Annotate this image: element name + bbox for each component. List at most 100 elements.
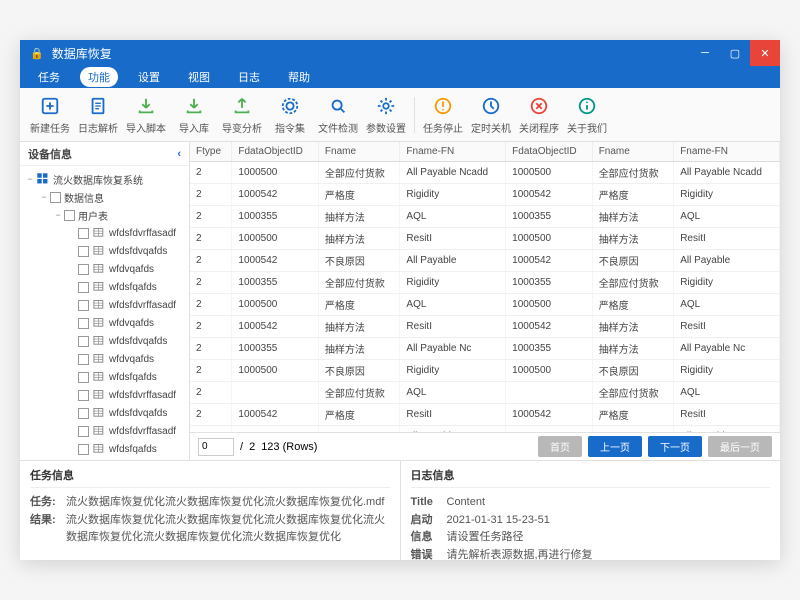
close-button[interactable]: ✕ xyxy=(750,40,780,66)
grid-cell: AQL xyxy=(400,206,506,228)
table-icon xyxy=(92,407,106,419)
tree-checkbox[interactable] xyxy=(78,282,89,293)
table-icon xyxy=(92,353,106,365)
tree-checkbox[interactable] xyxy=(78,444,89,455)
tree-node[interactable]: wfdsfdvqafds xyxy=(20,404,189,422)
rows-label: 123 (Rows) xyxy=(261,441,317,453)
grid-cell: 1000542 xyxy=(232,404,319,426)
toolbar-export-button[interactable]: 导变分析 xyxy=(220,91,264,139)
table-row[interactable]: 21000355抽样方法All Payable Nc1000355抽样方法All… xyxy=(190,338,780,360)
toolbar-doc-button[interactable]: 日志解析 xyxy=(76,91,120,139)
pager-last[interactable]: 最后一页 xyxy=(708,436,772,457)
table-row[interactable]: 21000500抽样方法ResitI1000500抽样方法ResitI xyxy=(190,228,780,250)
menu-item-3[interactable]: 视图 xyxy=(180,67,218,87)
menu-item-1[interactable]: 功能 xyxy=(80,67,118,87)
tree-node[interactable]: wfdsfqafds xyxy=(20,278,189,296)
grid-header[interactable]: Fname xyxy=(592,142,674,162)
page-input[interactable] xyxy=(198,438,234,456)
tree-checkbox[interactable] xyxy=(78,228,89,239)
table-icon xyxy=(92,389,106,401)
toolbar-import-button[interactable]: 导入库 xyxy=(172,91,216,139)
grid-cell: 1000355 xyxy=(506,338,593,360)
tree-checkbox[interactable] xyxy=(78,246,89,257)
grid-cell: 严格度 xyxy=(318,404,400,426)
table-row[interactable]: 21000542严格度Rigidity1000542严格度Rigidity xyxy=(190,184,780,206)
tree-node[interactable]: wfdsfdvqafds xyxy=(20,332,189,350)
table-icon xyxy=(92,245,106,257)
tree-checkbox[interactable] xyxy=(78,372,89,383)
grid-cell: Rigidity xyxy=(400,184,506,206)
toolbar-search-button[interactable]: 文件检测 xyxy=(316,91,360,139)
menu-item-0[interactable]: 任务 xyxy=(30,67,68,87)
table-row[interactable]: 21000500全部应付货款All Payable Ncadd1000500全部… xyxy=(190,162,780,184)
tree-checkbox[interactable] xyxy=(64,210,75,221)
tree-node[interactable]: −流火数据库恢复系统 xyxy=(20,170,189,188)
tree-checkbox[interactable] xyxy=(78,408,89,419)
grid-cell: All Payable Ncadd xyxy=(674,162,780,184)
tree-node[interactable]: wfdsfdvrffasadf xyxy=(20,422,189,440)
menu-item-2[interactable]: 设置 xyxy=(130,67,168,87)
grid-cell: 严格度 xyxy=(592,404,674,426)
tree-checkbox[interactable] xyxy=(78,300,89,311)
grid-header[interactable]: Fname xyxy=(318,142,400,162)
tree-toggle-icon[interactable]: − xyxy=(24,174,36,184)
toolbar-clock-button[interactable]: 定时关机 xyxy=(469,91,513,139)
toolbar-gears-button[interactable]: 指令集 xyxy=(268,91,312,139)
tree-node[interactable]: wfdvqafds xyxy=(20,314,189,332)
page-total: 2 xyxy=(249,441,255,453)
minimize-button[interactable]: ─ xyxy=(690,40,720,66)
tree-checkbox[interactable] xyxy=(78,354,89,365)
toolbar-settings-button[interactable]: 参数设置 xyxy=(364,91,408,139)
grid-cell: Rigidity xyxy=(674,272,780,294)
tree-checkbox[interactable] xyxy=(78,426,89,437)
tree-node[interactable]: wfdsfqafds xyxy=(20,440,189,458)
tree-node[interactable]: wfdsfdvrffasadf xyxy=(20,386,189,404)
grid-header[interactable]: Fname-FN xyxy=(400,142,506,162)
grid-header[interactable]: Ftype xyxy=(190,142,232,162)
toolbar-import-button[interactable]: 导入脚本 xyxy=(124,91,168,139)
tree-label: wfdsfdvrffasadf xyxy=(109,426,176,437)
maximize-button[interactable]: ▢ xyxy=(720,40,750,66)
tree-toggle-icon[interactable]: − xyxy=(52,210,64,220)
tree-node[interactable]: wfdsfdvqafds xyxy=(20,242,189,260)
grid-header[interactable]: Fname-FN xyxy=(674,142,780,162)
menu-item-4[interactable]: 日志 xyxy=(230,67,268,87)
table-row[interactable]: 21000355全部应付货款Rigidity1000355全部应付货款Rigid… xyxy=(190,272,780,294)
table-row[interactable]: 21000542严格度ResitI1000542严格度ResitI xyxy=(190,404,780,426)
table-row[interactable]: 21000542抽样方法ResitI1000542抽样方法ResitI xyxy=(190,316,780,338)
toolbar-stop-button[interactable]: 任务停止 xyxy=(421,91,465,139)
grid-cell: 2 xyxy=(190,228,232,250)
tree-checkbox[interactable] xyxy=(50,192,61,203)
table-row[interactable]: 21000500不良原因Rigidity1000500不良原因Rigidity xyxy=(190,360,780,382)
tree-checkbox[interactable] xyxy=(78,264,89,275)
table-row[interactable]: 21000500严格度AQL1000500严格度AQL xyxy=(190,294,780,316)
grid-cell: 2 xyxy=(190,184,232,206)
tree-checkbox[interactable] xyxy=(78,390,89,401)
pager-next[interactable]: 下一页 xyxy=(648,436,702,457)
tree-label: wfdsfdvrffasadf xyxy=(109,390,176,401)
tree-node[interactable]: wfdsfdvrffasadf xyxy=(20,296,189,314)
grid-cell: 抽样方法 xyxy=(592,228,674,250)
tree-node[interactable]: wfdsfdvrffasadf xyxy=(20,224,189,242)
tree-node[interactable]: wfdvqafds xyxy=(20,260,189,278)
grid-header[interactable]: FdataObjectID xyxy=(506,142,593,162)
tree-node[interactable]: −用户表 xyxy=(20,206,189,224)
tree-checkbox[interactable] xyxy=(78,318,89,329)
pager-first[interactable]: 首页 xyxy=(538,436,582,457)
grid-cell: All Payable xyxy=(674,250,780,272)
tree-node[interactable]: wfdsfqafds xyxy=(20,368,189,386)
table-row[interactable]: 21000355抽样方法AQL1000355抽样方法AQL xyxy=(190,206,780,228)
toolbar-x-button[interactable]: 关闭程序 xyxy=(517,91,561,139)
menu-item-5[interactable]: 帮助 xyxy=(280,67,318,87)
toolbar-plus-button[interactable]: 新建任务 xyxy=(28,91,72,139)
tree-node[interactable]: −数据信息 xyxy=(20,188,189,206)
table-row[interactable]: 2全部应付货款AQL全部应付货款AQL xyxy=(190,382,780,404)
toolbar-info-button[interactable]: 关于我们 xyxy=(565,91,609,139)
tree-checkbox[interactable] xyxy=(78,336,89,347)
grid-header[interactable]: FdataObjectID xyxy=(232,142,319,162)
tree-node[interactable]: wfdvqafds xyxy=(20,350,189,368)
pager-prev[interactable]: 上一页 xyxy=(588,436,642,457)
table-row[interactable]: 21000542不良原因All Payable1000542不良原因All Pa… xyxy=(190,250,780,272)
collapse-icon[interactable]: ‹ xyxy=(177,148,181,160)
tree-toggle-icon[interactable]: − xyxy=(38,192,50,202)
